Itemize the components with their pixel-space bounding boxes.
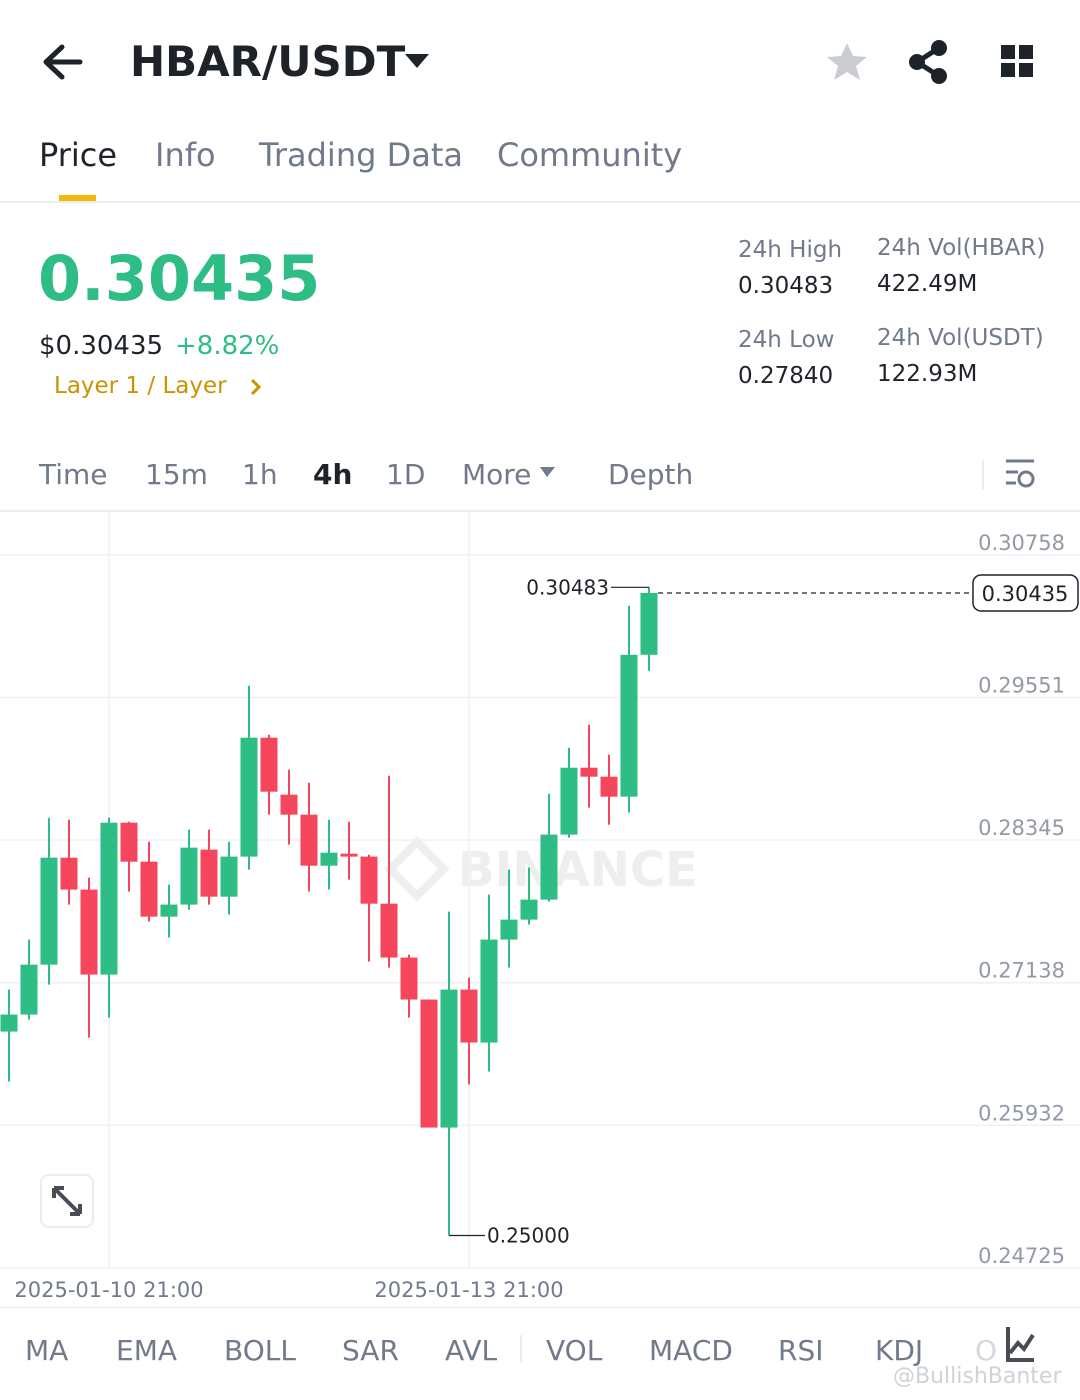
stat-label: 24h Vol(HBAR) xyxy=(877,235,1046,261)
candle-body xyxy=(380,903,398,958)
indicator[interactable]: AVL xyxy=(445,1334,498,1367)
candle-body xyxy=(80,889,98,975)
candle-body xyxy=(360,856,378,904)
candle-body xyxy=(560,767,578,835)
candle-body xyxy=(220,856,238,897)
candle-body xyxy=(20,964,38,1015)
indicator-settings-icon[interactable] xyxy=(1006,1327,1035,1362)
stat-value: 122.93M xyxy=(877,361,978,387)
candle-body xyxy=(120,822,138,862)
candle-body xyxy=(580,767,598,777)
stat-value: 0.30483 xyxy=(738,273,834,299)
candle-body xyxy=(540,834,558,900)
indicator[interactable]: EMA xyxy=(116,1334,178,1367)
x-tick-label: 2025-01-10 21:00 xyxy=(14,1278,203,1302)
stat-value: 0.27840 xyxy=(738,363,834,389)
watermark-logo xyxy=(384,836,450,902)
expand-button[interactable] xyxy=(40,1174,94,1228)
candle-body xyxy=(40,857,58,965)
candle-body xyxy=(280,794,298,815)
y-tick-label: 0.27138 xyxy=(978,959,1065,983)
tag-chevron[interactable] xyxy=(250,378,262,396)
usd-price: $0.30435 xyxy=(39,331,164,361)
candle-body xyxy=(400,957,418,1000)
y-tick-label: 0.29551 xyxy=(978,673,1065,697)
candle-body xyxy=(300,814,318,866)
back-button[interactable] xyxy=(43,44,83,80)
candlestick-chart: BINANCE 0.30758 0.29551 0.28345 0.27138 0.25… xyxy=(0,512,1080,1302)
sector-tag[interactable]: Layer 1 / Layer xyxy=(54,373,227,399)
y-tick-label: 0.30758 xyxy=(978,531,1065,555)
settings-icon[interactable] xyxy=(1006,459,1035,488)
indicator[interactable]: SAR xyxy=(342,1334,399,1367)
share-icon[interactable] xyxy=(909,40,947,84)
indicator[interactable]: BOLL xyxy=(224,1334,296,1367)
indicator[interactable]: RSI xyxy=(778,1334,824,1367)
candle-body xyxy=(440,989,458,1128)
candle-body xyxy=(480,939,498,1043)
candle-body xyxy=(60,857,78,890)
interval[interactable]: 15m xyxy=(145,458,208,491)
indicator[interactable]: KDJ xyxy=(875,1334,924,1367)
interval[interactable]: Depth xyxy=(608,458,694,491)
interval[interactable]: 4h xyxy=(313,458,353,491)
interval[interactable]: Time xyxy=(39,458,108,491)
candle-body xyxy=(500,919,518,940)
credit-watermark: @BullishBanter xyxy=(893,1364,1062,1389)
candle-body xyxy=(0,1014,18,1032)
watermark: BINANCE xyxy=(458,842,698,898)
indicator[interactable]: O xyxy=(975,1334,998,1367)
x-tick-label: 2025-01-13 21:00 xyxy=(374,1278,563,1302)
min-label: 0.25000 xyxy=(487,1223,570,1247)
indicator[interactable]: VOL xyxy=(546,1334,603,1367)
candle-body xyxy=(140,861,158,917)
last-price-label: 0.30435 xyxy=(982,582,1069,606)
max-label: 0.30483 xyxy=(526,575,609,599)
last-price: 0.30435 xyxy=(38,242,321,315)
candle-body xyxy=(260,737,278,792)
candle-body xyxy=(100,822,118,975)
pair-title[interactable]: HBAR/USDT xyxy=(130,37,406,86)
last-price-box xyxy=(972,574,1079,612)
indicator-bar xyxy=(0,1307,1080,1363)
candle-body xyxy=(640,592,658,655)
price-change: +8.82% xyxy=(175,331,280,361)
y-tick-label: 0.24725 xyxy=(978,1244,1065,1268)
interval[interactable]: 1D xyxy=(386,458,426,491)
interval[interactable]: 1h xyxy=(242,458,278,491)
grid-icon[interactable] xyxy=(1001,45,1033,77)
indicator[interactable]: MACD xyxy=(649,1334,733,1367)
stat-label: 24h Vol(USDT) xyxy=(877,325,1044,351)
y-tick-label: 0.28345 xyxy=(978,816,1065,840)
candle-body xyxy=(620,654,638,797)
tab[interactable]: Info xyxy=(155,136,216,174)
candle-body xyxy=(600,776,618,797)
tab[interactable]: Community xyxy=(497,136,683,174)
tab[interactable]: Trading Data xyxy=(259,136,463,174)
candle-body xyxy=(420,999,438,1128)
candle-body xyxy=(520,899,538,920)
dropdown-icon[interactable] xyxy=(405,54,429,68)
y-tick-label: 0.25932 xyxy=(978,1101,1065,1125)
header-icons xyxy=(0,40,1080,512)
stat-value: 422.49M xyxy=(877,271,978,297)
candle-body xyxy=(180,847,198,905)
candle-body xyxy=(340,853,358,857)
candle-body xyxy=(160,904,178,917)
interval[interactable]: More xyxy=(462,458,532,491)
stat-label: 24h Low xyxy=(738,327,835,353)
candle-body xyxy=(320,852,338,866)
candle-body xyxy=(240,737,258,857)
stat-label: 24h High xyxy=(738,237,843,263)
candle-body xyxy=(200,849,218,897)
more-icon[interactable] xyxy=(540,467,555,477)
tab-underline xyxy=(59,195,96,201)
indicator[interactable]: MA xyxy=(25,1334,69,1367)
candle-body xyxy=(460,989,478,1043)
favorite-icon[interactable] xyxy=(827,43,867,80)
tab[interactable]: Price xyxy=(39,136,118,174)
